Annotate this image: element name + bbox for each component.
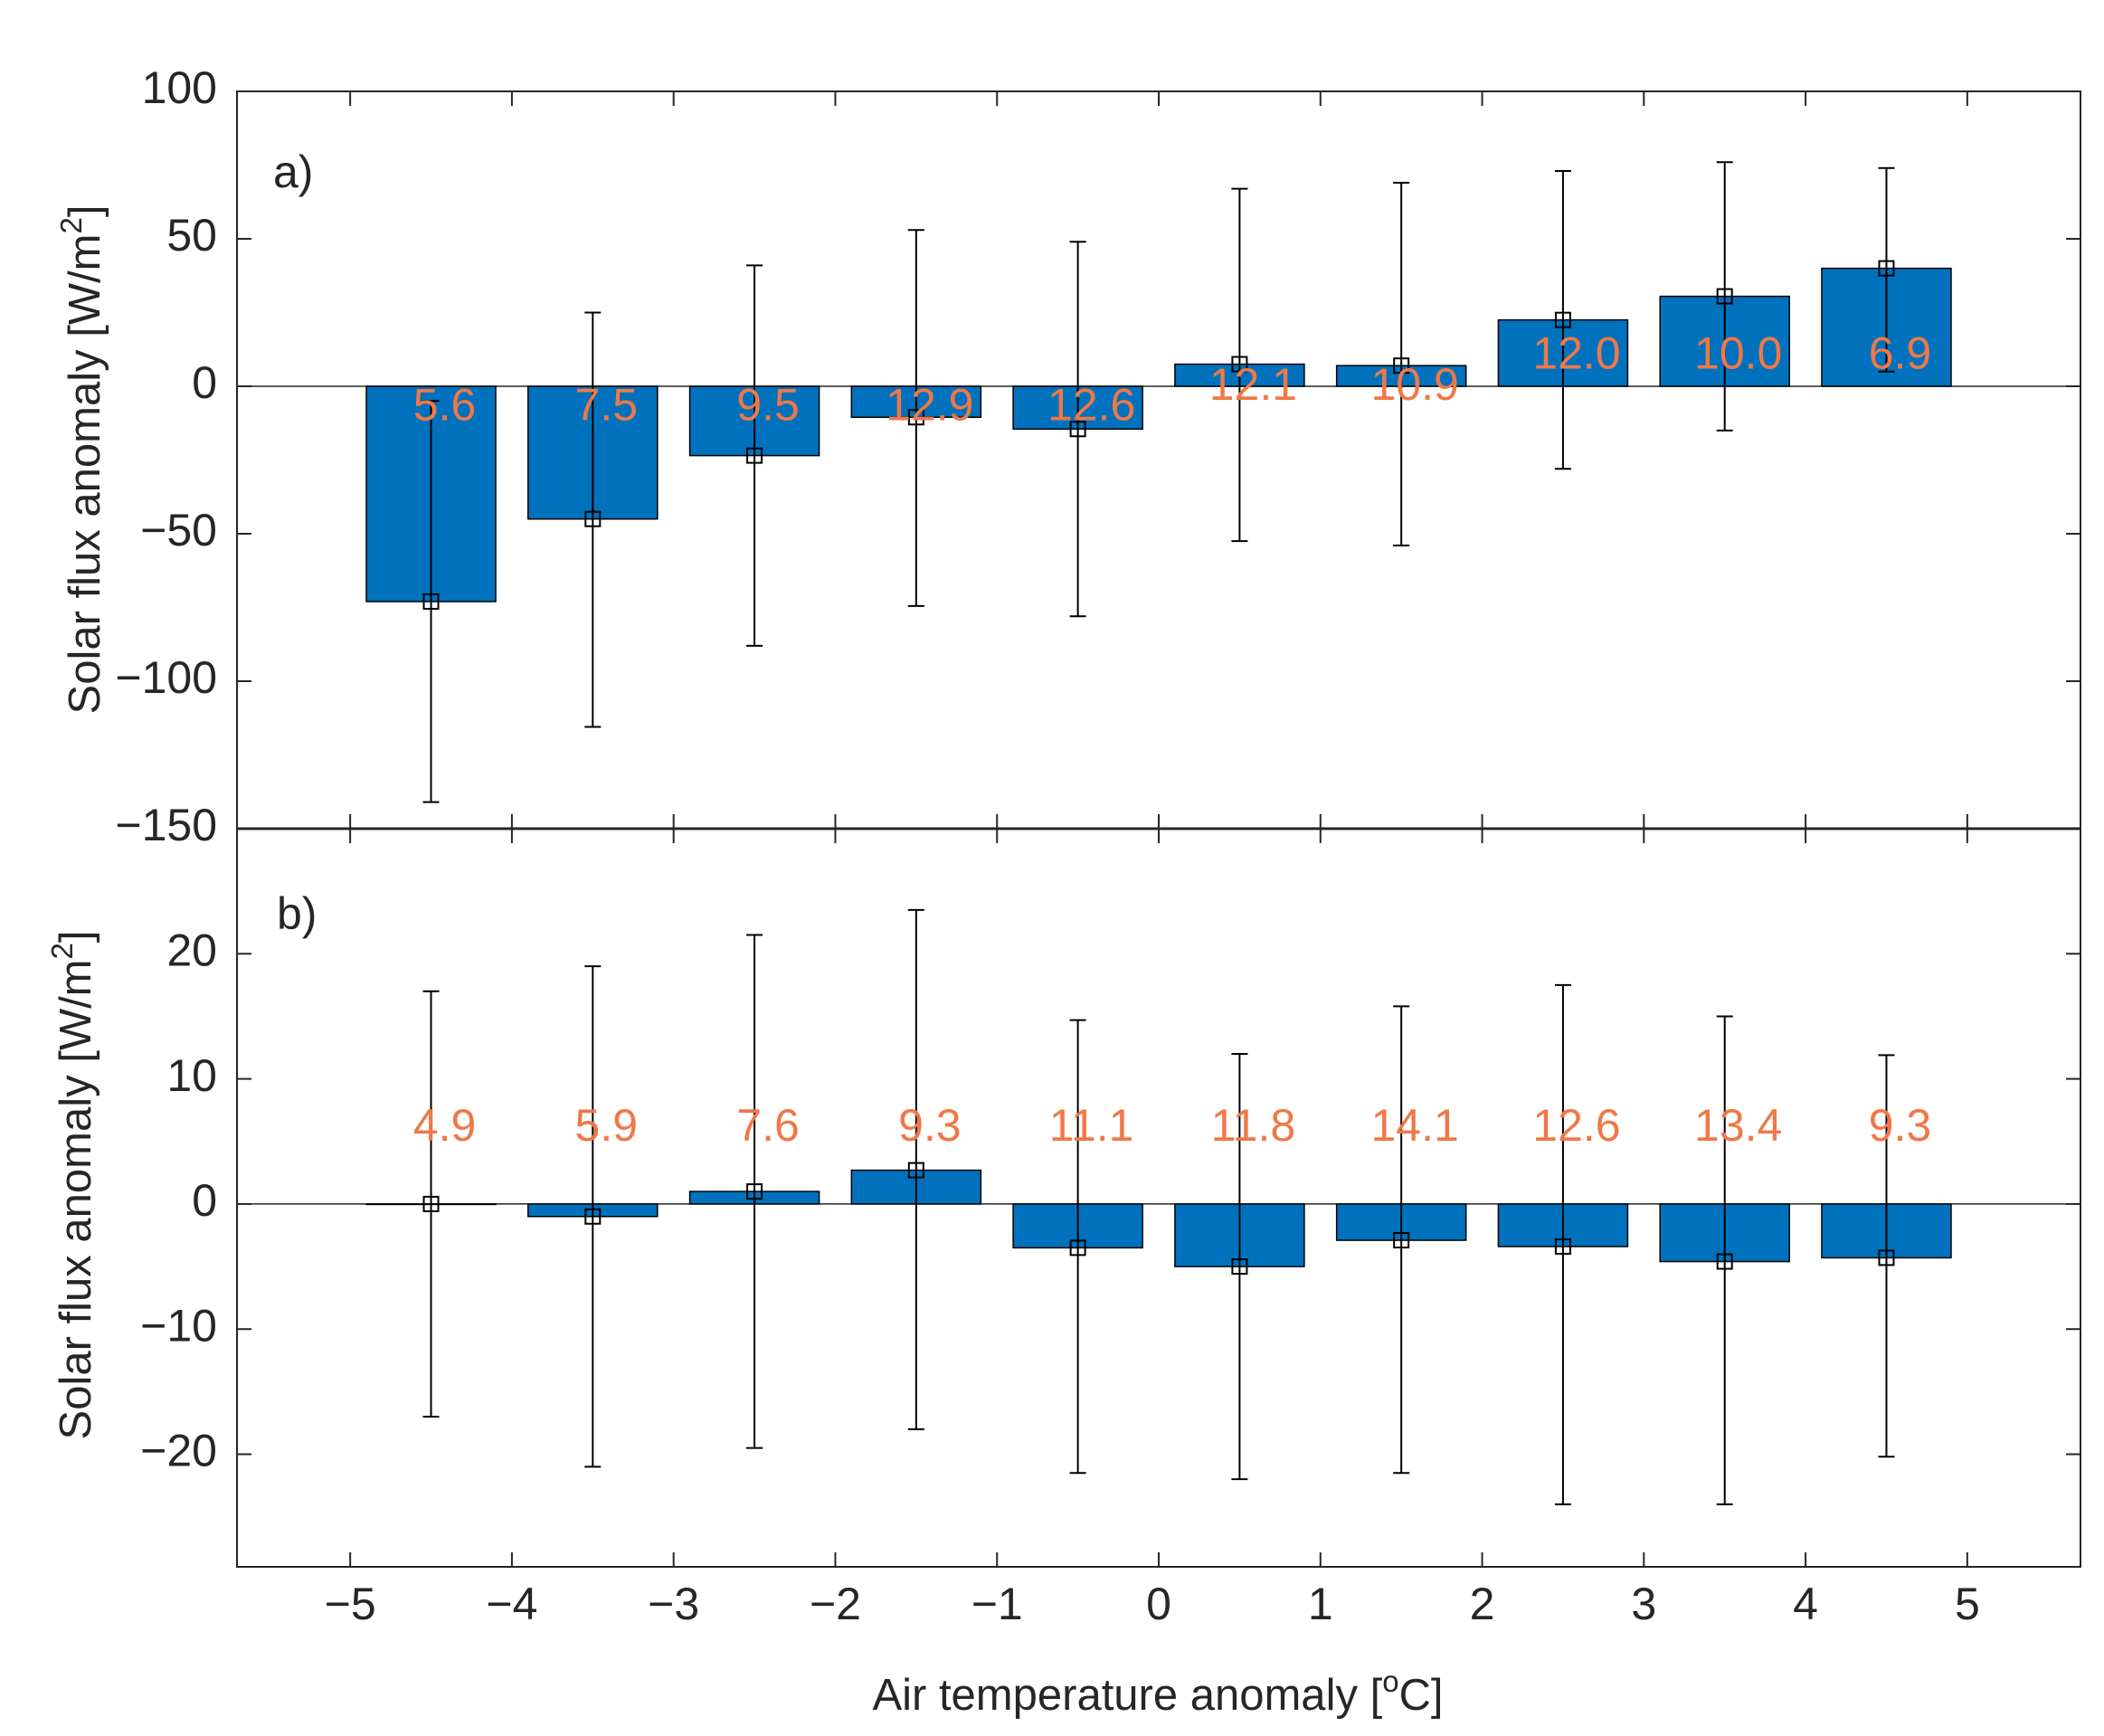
a-errorbar-10: [1878, 166, 1895, 373]
b-ytick-label-4: 10: [166, 1050, 217, 1101]
x-tick-label-2: −4: [486, 1579, 537, 1629]
a-count-label-4: 12.9: [886, 380, 973, 431]
a-count-label-1: 5.6: [413, 380, 477, 431]
b-ytick-label-5: 20: [166, 925, 217, 976]
b-errorbar-7: [1393, 1005, 1410, 1475]
x-tick-label-9: 3: [1631, 1579, 1656, 1629]
panel-a-ylabel: Solar flux anomaly [W/m2]: [54, 205, 109, 715]
a-errorbar-8: [1554, 170, 1571, 470]
a-marker-3: [746, 447, 763, 464]
b-marker-6: [1231, 1258, 1248, 1276]
b-count-label-9: 13.4: [1694, 1100, 1782, 1151]
b-marker-9: [1716, 1253, 1733, 1270]
a-ytick-label-1: −150: [115, 800, 217, 850]
x-tick-label-3: −3: [648, 1579, 699, 1629]
a-errorbar-4: [907, 229, 924, 607]
b-errorbar-3: [746, 934, 763, 1449]
a-errorbar-9: [1716, 161, 1733, 432]
x-tick-label-5: −1: [971, 1579, 1023, 1629]
b-count-label-7: 14.1: [1370, 1100, 1458, 1151]
panel-a-frame: [236, 90, 2081, 830]
panel-a: 5.6 7.5 9.5 12.9 12.6 12.1 10.9 12.0 10.0 6.9 −15…: [54, 62, 2081, 850]
b-count-label-10: 9.3: [1869, 1100, 1932, 1151]
a-errorbar-3: [746, 264, 763, 647]
a-count-label-6: 12.1: [1209, 359, 1297, 410]
a-marker-9: [1716, 288, 1733, 305]
a-count-label-7: 10.9: [1370, 359, 1458, 410]
b-errorbar-2: [584, 965, 602, 1468]
a-errorbar-7: [1393, 182, 1410, 547]
x-axis-title: Air temperature anomaly [oC]: [872, 1665, 1443, 1720]
b-marker-10: [1878, 1249, 1895, 1266]
b-count-label-3: 7.6: [736, 1100, 800, 1151]
x-tick-label-11: 5: [1955, 1579, 1980, 1629]
x-tick-label-8: 2: [1470, 1579, 1495, 1629]
a-count-label-8: 12.0: [1532, 328, 1620, 379]
b-marker-3: [746, 1183, 763, 1200]
b-count-label-1: 4.9: [413, 1100, 477, 1151]
a-count-label-10: 6.9: [1869, 328, 1932, 379]
b-marker-4: [907, 1162, 924, 1179]
a-marker-8: [1554, 311, 1571, 328]
x-tick-label-7: 1: [1308, 1579, 1333, 1629]
panel-a-bars: 5.6 7.5 9.5 12.9 12.6 12.1 10.9 12.0 10.0 6.9: [237, 161, 2080, 803]
panel-b-label: b): [277, 888, 317, 939]
panel-b-frame: [236, 828, 2081, 1568]
b-count-label-5: 11.1: [1049, 1100, 1134, 1151]
a-marker-7: [1393, 357, 1410, 375]
b-count-label-6: 11.8: [1211, 1100, 1296, 1151]
a-marker-4: [907, 409, 924, 426]
b-errorbar-6: [1231, 1052, 1248, 1481]
b-ytick-label-3: 0: [192, 1175, 217, 1226]
a-count-label-3: 9.5: [736, 380, 800, 431]
b-count-label-8: 12.6: [1532, 1100, 1620, 1151]
a-errorbar-5: [1069, 241, 1086, 618]
b-count-label-4: 9.3: [898, 1100, 962, 1151]
a-ytick-label-6: 100: [142, 62, 217, 113]
b-ytick-label-2: −10: [140, 1300, 217, 1351]
x-tick-label-4: −2: [810, 1579, 861, 1629]
panel-b: 4.9 5.9 7.6 9.3 11.1 11.8 14.1 12.6 13.4 9.3 −20−…: [45, 828, 2081, 1720]
x-tick-label-6: 0: [1146, 1579, 1171, 1629]
a-ytick-label-4: 0: [192, 357, 217, 408]
b-marker-8: [1554, 1238, 1571, 1255]
a-ytick-label-3: −50: [140, 505, 217, 555]
b-marker-7: [1393, 1232, 1410, 1249]
a-errorbar-6: [1231, 187, 1248, 543]
a-marker-1: [422, 593, 440, 610]
a-ytick-label-2: −100: [115, 652, 217, 703]
a-marker-10: [1878, 260, 1895, 277]
b-ytick-label-1: −20: [140, 1426, 217, 1476]
panel-b-ylabel: Solar flux anomaly [W/m2]: [45, 931, 100, 1440]
a-errorbar-1: [422, 400, 440, 803]
a-marker-6: [1231, 356, 1248, 373]
b-errorbar-8: [1554, 983, 1571, 1505]
a-marker-5: [1069, 421, 1086, 438]
x-tick-label-10: 4: [1793, 1579, 1818, 1629]
b-errorbar-1: [422, 990, 440, 1418]
a-marker-2: [584, 510, 602, 527]
a-count-label-5: 12.6: [1047, 380, 1135, 431]
b-count-label-2: 5.9: [575, 1100, 639, 1151]
a-ytick-label-5: 50: [166, 210, 217, 261]
x-tick-label-1: −5: [325, 1579, 376, 1629]
a-errorbar-2: [584, 311, 602, 728]
b-errorbar-10: [1878, 1054, 1895, 1458]
b-errorbar-4: [907, 908, 924, 1430]
a-count-label-9: 10.0: [1694, 328, 1782, 379]
panel-a-label: a): [273, 147, 313, 197]
b-marker-2: [584, 1208, 602, 1225]
panel-b-bars: 4.9 5.9 7.6 9.3 11.1 11.8 14.1 12.6 13.4 9.3: [237, 908, 2080, 1505]
b-errorbar-9: [1716, 1015, 1733, 1505]
b-errorbar-5: [1069, 1019, 1086, 1475]
a-count-label-2: 7.5: [575, 380, 639, 431]
b-marker-1: [422, 1195, 440, 1212]
b-marker-5: [1069, 1239, 1086, 1257]
